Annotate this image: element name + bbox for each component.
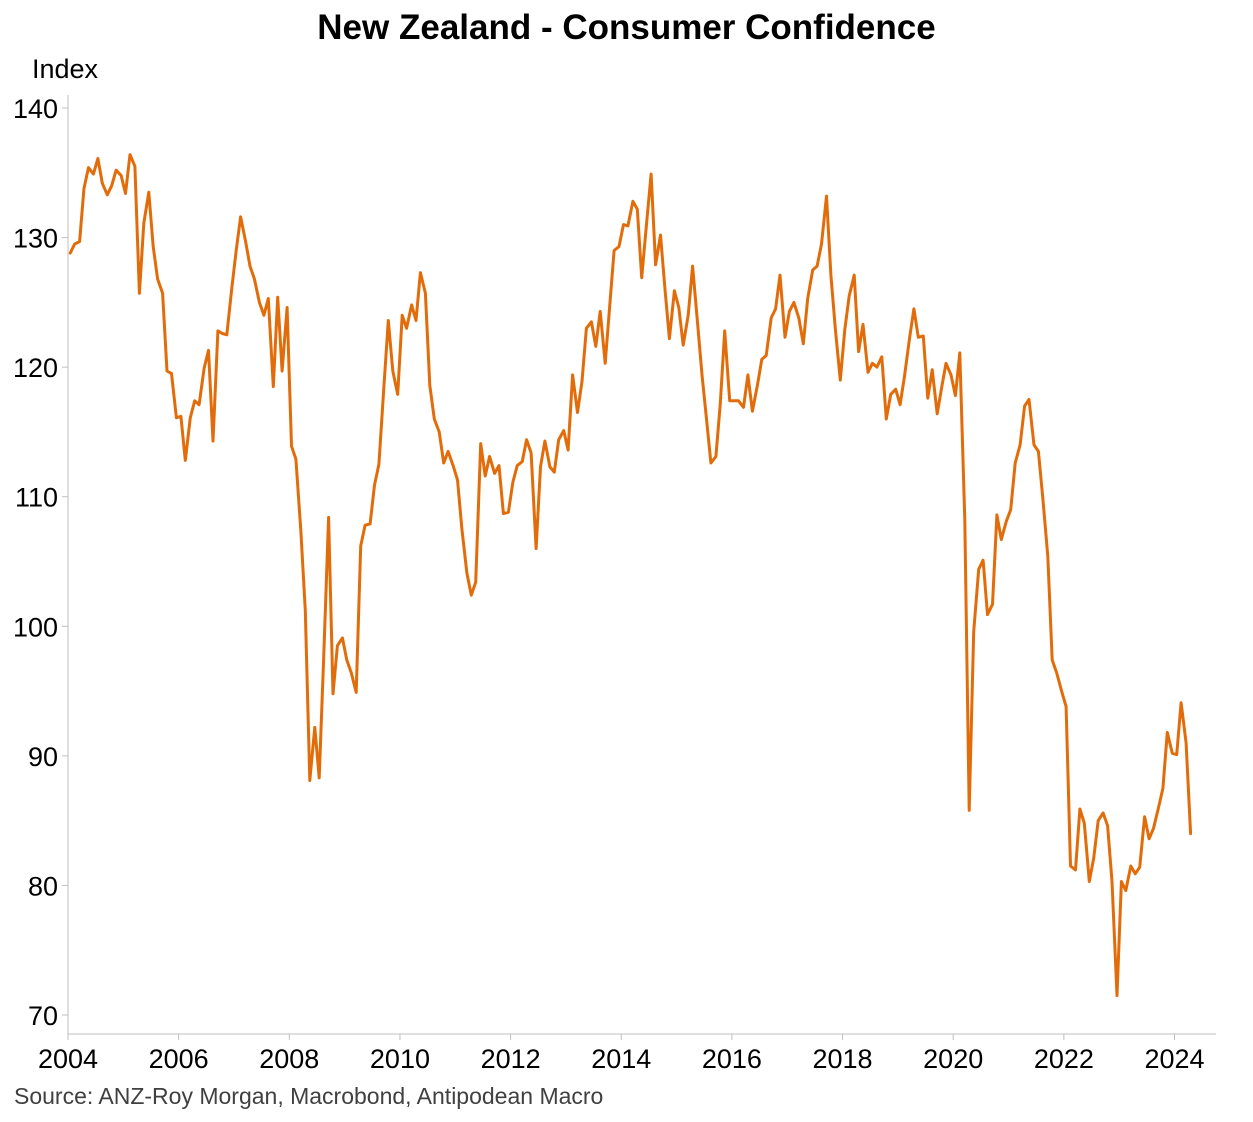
y-tick-label: 90 xyxy=(28,742,58,772)
x-tick-label: 2008 xyxy=(259,1044,319,1074)
x-tick-label: 2010 xyxy=(370,1044,430,1074)
axes xyxy=(67,95,1216,1035)
y-tick-label: 100 xyxy=(13,612,58,642)
x-tick-label: 2016 xyxy=(702,1044,762,1074)
y-tick-label: 140 xyxy=(13,94,58,124)
source-note: Source: ANZ-Roy Morgan, Macrobond, Antip… xyxy=(14,1083,604,1109)
x-tick-label: 2022 xyxy=(1034,1044,1094,1074)
y-tick-label: 120 xyxy=(13,353,58,383)
x-tick-label: 2014 xyxy=(591,1044,651,1074)
y-axis-label: Index xyxy=(32,54,99,84)
y-tick-label: 130 xyxy=(13,224,58,254)
chart-title: New Zealand - Consumer Confidence xyxy=(317,8,936,47)
series-line-consumer-confidence xyxy=(68,153,1193,998)
y-tick-label: 80 xyxy=(28,871,58,901)
y-tick-label: 70 xyxy=(28,1001,58,1031)
y-tick-labels: 70 80 90 100 110 120 130 140 xyxy=(13,94,68,1031)
x-tick-label: 2024 xyxy=(1144,1044,1204,1074)
x-tick-label: 2006 xyxy=(149,1044,209,1074)
y-tick-label: 110 xyxy=(15,483,58,513)
x-tick-label: 2018 xyxy=(813,1044,873,1074)
x-tick-label: 2012 xyxy=(481,1044,541,1074)
x-tick-label: 2004 xyxy=(38,1044,98,1074)
x-tick-label: 2020 xyxy=(923,1044,983,1074)
x-tick-labels: 2004 2006 2008 2010 2012 2014 2016 2018 2020 2022… xyxy=(38,1034,1205,1074)
